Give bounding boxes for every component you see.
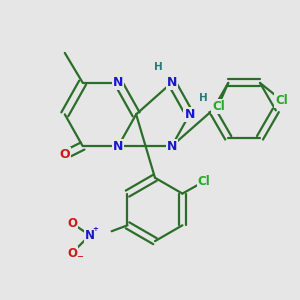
Text: +: + <box>92 226 98 232</box>
Text: N: N <box>85 229 95 242</box>
Text: O: O <box>67 217 77 230</box>
Text: Cl: Cl <box>275 94 288 107</box>
Text: H: H <box>199 94 208 103</box>
Text: Cl: Cl <box>198 175 211 188</box>
Text: N: N <box>167 140 177 152</box>
Text: −: − <box>76 253 83 262</box>
Text: O: O <box>67 247 77 260</box>
Text: N: N <box>113 140 124 152</box>
Text: N: N <box>184 108 195 121</box>
Text: N: N <box>167 76 177 89</box>
Text: O: O <box>59 148 70 161</box>
Text: Cl: Cl <box>212 100 225 113</box>
Text: H: H <box>154 62 162 72</box>
Text: N: N <box>113 76 124 89</box>
